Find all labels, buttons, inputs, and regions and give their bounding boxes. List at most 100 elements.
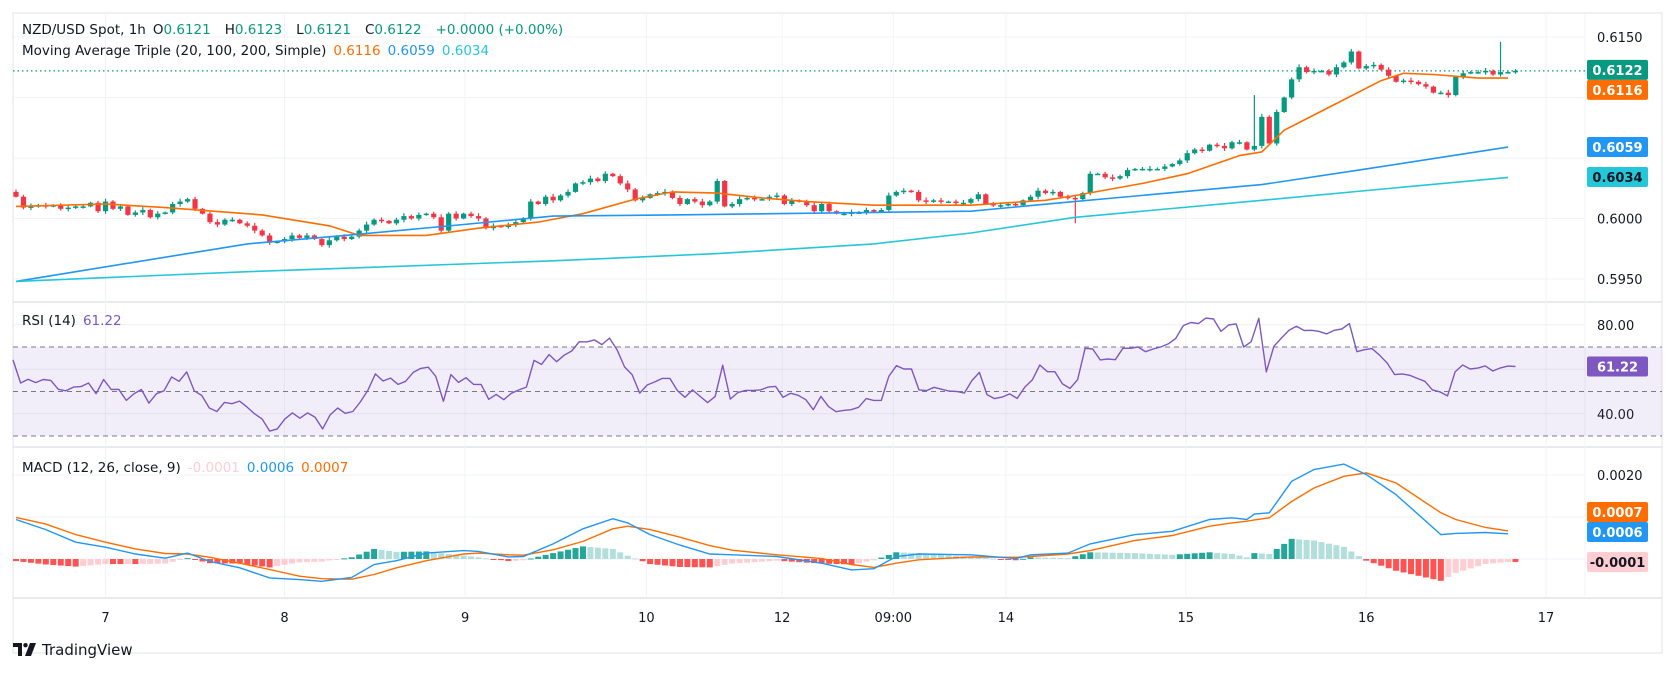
candle-up (371, 219, 377, 225)
macd-histogram-bar (766, 559, 773, 562)
candle-up (1512, 70, 1519, 73)
macd-histogram-bar (1363, 559, 1370, 561)
candle-up (975, 194, 981, 200)
candle-up (819, 203, 825, 212)
candle-down (259, 230, 265, 236)
macd-histogram-bar (1318, 542, 1325, 559)
candle-up (1483, 70, 1489, 73)
candle-down (677, 197, 683, 204)
candle-down (1378, 64, 1384, 70)
macd-histogram-bar (363, 551, 370, 559)
candle-up (1229, 142, 1235, 149)
macd-histogram-bar (930, 554, 937, 559)
tradingview-logo[interactable]: TradingView (13, 641, 133, 659)
macd-title[interactable]: MACD (12, 26, close, 9) (22, 460, 181, 476)
candle-down (341, 236, 347, 240)
macd-histogram-bar (117, 559, 124, 565)
macd-histogram-bar (326, 559, 333, 561)
candle-up (528, 201, 534, 219)
macd-histogram-bar (318, 559, 325, 562)
last-price-tag-bg (1587, 59, 1648, 80)
macd-histogram-bar (42, 559, 49, 565)
macd-histogram-bar (1490, 559, 1497, 564)
candle-down (916, 191, 922, 201)
candle-down (923, 200, 929, 202)
candle-up (28, 206, 34, 208)
macd-histogram-bar (684, 559, 691, 568)
candle-up (162, 212, 168, 214)
macd-histogram-bar (982, 558, 989, 560)
macd-histogram-bar (400, 551, 407, 559)
macd-histogram-bar (1311, 540, 1318, 559)
macd-histogram-bar (759, 559, 765, 562)
macd-histogram-bar (1408, 559, 1415, 575)
macd-histogram-bar (169, 559, 176, 562)
macd-histogram-bar (624, 555, 631, 559)
candle-up (1281, 97, 1287, 113)
macd-histogram-bar (609, 548, 616, 559)
macd-histogram-bar (1273, 548, 1280, 559)
macd-histogram-bar (453, 554, 460, 559)
candle-up (393, 219, 400, 224)
candle-up (1363, 66, 1369, 69)
macd-histogram-bar (565, 549, 572, 559)
macd-histogram-bar (893, 552, 900, 559)
candle-up (289, 235, 295, 240)
macd-histogram-bar (908, 552, 915, 559)
candle-up (1020, 200, 1026, 206)
x-axis-label: 09:00 (875, 611, 912, 626)
macd-histogram-bar (721, 559, 728, 565)
macd-histogram-bar (1296, 539, 1303, 559)
macd-histogram-bar (938, 554, 945, 559)
candle-down (826, 203, 832, 212)
candle-down (1244, 142, 1250, 150)
candle-down (1393, 75, 1399, 82)
macd-histogram-bar (303, 559, 310, 563)
candle-up (140, 210, 146, 213)
macd-histogram-bar (348, 557, 355, 559)
candle-down (267, 235, 273, 243)
macd-histogram-bar (109, 559, 116, 565)
ma-title[interactable]: Moving Average Triple (20, 100, 200, Sim… (22, 43, 327, 59)
candle-down (192, 199, 198, 209)
candle-up (930, 200, 937, 202)
candle-up (1311, 70, 1317, 73)
rsi-axis-label: 80.00 (1597, 319, 1634, 334)
macd-histogram-bar (505, 559, 512, 562)
macd-histogram-bar (132, 559, 139, 565)
candle-down (990, 203, 996, 206)
candle-down (1303, 67, 1310, 73)
candle-down (751, 197, 758, 200)
candle-down (595, 178, 601, 181)
macd-histogram-bar (736, 559, 743, 564)
x-axis-label: 9 (461, 611, 469, 626)
tradingview-wordmark: TradingView (42, 641, 133, 659)
candle-up (1468, 72, 1474, 74)
candle-down (1415, 81, 1422, 85)
price-axis-label: 0.5950 (1597, 273, 1643, 288)
macd-histogram-bar (729, 559, 736, 564)
ma100-price-tag: 0.6059 (1592, 141, 1642, 156)
macd-histogram-bar (870, 559, 877, 561)
macd-histogram-bar (1258, 553, 1265, 559)
candle-down (296, 235, 303, 238)
candle-down (804, 201, 810, 206)
rsi-title[interactable]: RSI (14) (22, 313, 76, 329)
macd-histogram-bar (923, 553, 930, 559)
macd-histogram-bar (1206, 552, 1213, 559)
macd-histogram-bar (378, 549, 385, 559)
candle-up (1124, 170, 1131, 177)
macd-histogram-bar (468, 556, 475, 559)
macd-histogram-bar (1191, 553, 1198, 559)
candle-down (58, 205, 64, 209)
candle-up (1259, 116, 1265, 146)
symbol-title[interactable]: NZD/USD Spot, 1h (22, 22, 146, 38)
macd-histogram-bar (1430, 559, 1437, 580)
candle-down (1490, 70, 1496, 75)
macd-histogram-bar (1370, 559, 1377, 564)
rsi-value: 61.22 (82, 313, 122, 329)
candle-up (423, 213, 429, 216)
macd-histogram-bar (1325, 543, 1332, 559)
macd-histogram-bar (1288, 538, 1295, 559)
